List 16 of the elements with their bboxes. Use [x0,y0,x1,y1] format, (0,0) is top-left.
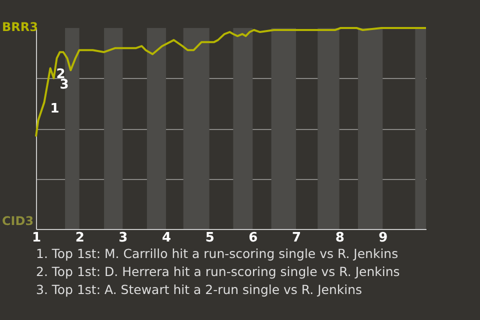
x-tick-label: 1 [32,230,42,246]
x-tick-label: 3 [118,230,128,246]
x-tick-label: 6 [248,230,258,246]
x-tick-label: 9 [378,230,388,246]
text: 1. Top 1st: M. Carrillo hit a run-scoring single vs R. Jenkins [36,245,400,263]
annotation: BRR3 [2,20,38,34]
x-tick-label: 8 [335,230,344,246]
x-tick-label: 5 [205,230,214,246]
annotation: 3 [60,77,69,92]
text: CID3 [2,214,34,228]
text: 3. Top 1st: A. Stewart hit a 2-run single vs R. Jenkins [36,281,364,299]
text: 2. Top 1st: D. Herrera hit a run-scoring single vs R. Jenkins [36,263,400,281]
x-tick-label: 2 [75,230,84,246]
annotation: 1 [50,101,60,116]
x-tick-label: 4 [162,230,172,246]
x-tick-label: 7 [292,230,302,246]
